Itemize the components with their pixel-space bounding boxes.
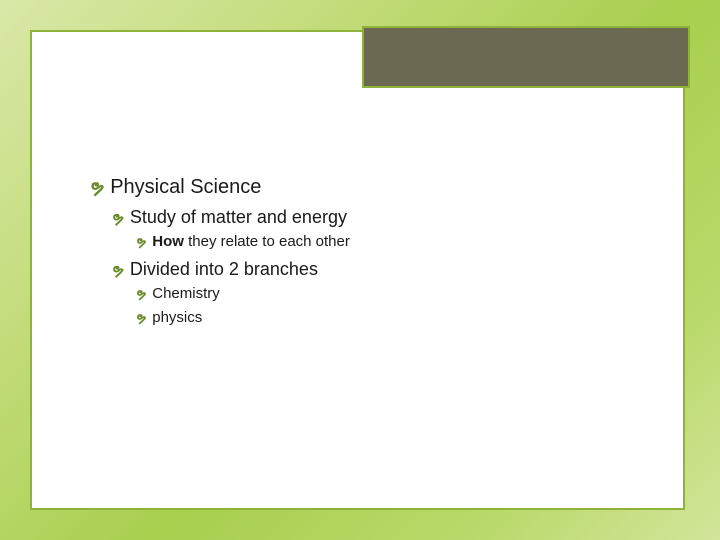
bullet-icon: ຯ	[136, 309, 146, 327]
bullet-text: physics	[152, 308, 202, 328]
list-item: ຯ Chemistry	[136, 284, 650, 304]
bullet-icon: ຯ	[90, 175, 104, 199]
list-item: ຯ Study of matter and energy	[112, 205, 650, 229]
bullet-text: Study of matter and energy	[130, 205, 347, 229]
bullet-text: How they relate to each other	[152, 232, 350, 252]
list-item: ຯ Divided into 2 branches	[112, 257, 650, 281]
list-item: ຯ physics	[136, 308, 650, 328]
bullet-icon: ຯ	[136, 233, 146, 251]
bullet-icon: ຯ	[112, 209, 124, 229]
title-box	[362, 26, 690, 88]
list-item: ຯ How they relate to each other	[136, 232, 650, 252]
slide-content: ຯ Physical Science ຯ Study of matter and…	[90, 174, 650, 332]
bullet-text: Physical Science	[110, 174, 261, 201]
slide-frame: ຯ Physical Science ຯ Study of matter and…	[30, 30, 685, 510]
bullet-text: Divided into 2 branches	[130, 257, 318, 281]
bullet-icon: ຯ	[112, 261, 124, 281]
bullet-text: Chemistry	[152, 284, 220, 304]
bullet-icon: ຯ	[136, 285, 146, 303]
list-item: ຯ Physical Science	[90, 174, 650, 201]
